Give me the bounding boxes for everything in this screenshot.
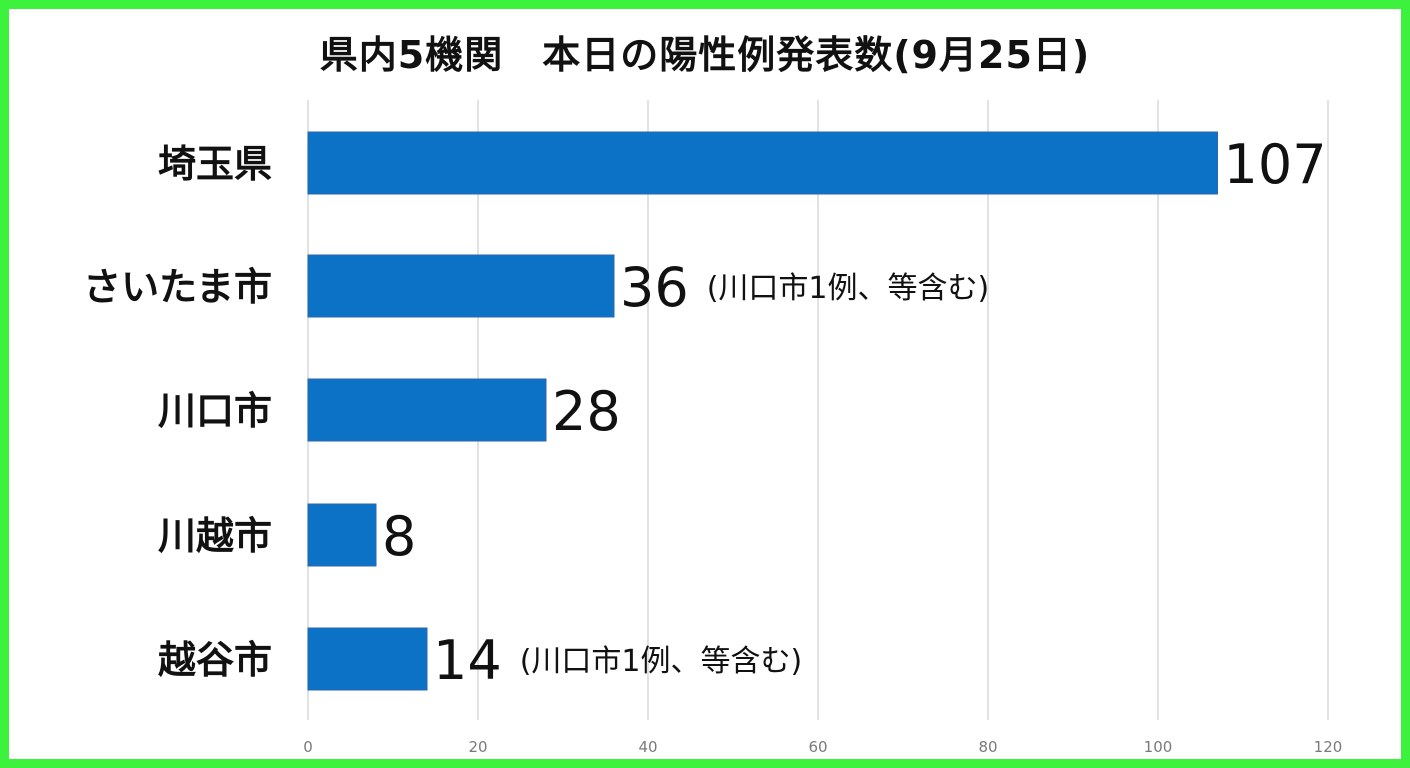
bar [307, 378, 547, 442]
chart-title: 県内5機関 本日の陽性例発表数(9月25日) [319, 33, 1091, 77]
bar [307, 254, 615, 318]
value-note: (川口市1例、等含む) [707, 271, 990, 306]
bar [307, 627, 428, 691]
value-note: (川口市1例、等含む) [520, 644, 803, 679]
value-label: 28 [552, 380, 621, 443]
category-label: 川口市 [158, 389, 272, 433]
x-tick-label: 0 [303, 738, 313, 756]
value-label: 107 [1224, 133, 1327, 196]
bar [307, 131, 1218, 195]
value-label: 14 [433, 629, 502, 692]
category-label: 川越市 [158, 514, 272, 558]
category-label: さいたま市 [83, 265, 272, 309]
category-label: 越谷市 [158, 638, 272, 682]
x-tick-label: 60 [808, 738, 827, 756]
x-tick-label: 40 [638, 738, 657, 756]
value-label: 8 [382, 505, 416, 568]
x-tick-label: 80 [978, 738, 997, 756]
value-label: 36 [620, 256, 689, 319]
x-tick-label: 20 [468, 738, 487, 756]
bar [307, 503, 377, 567]
x-tick-label: 120 [1314, 738, 1343, 756]
category-label: 埼玉県 [158, 142, 272, 186]
x-tick-label: 100 [1144, 738, 1173, 756]
